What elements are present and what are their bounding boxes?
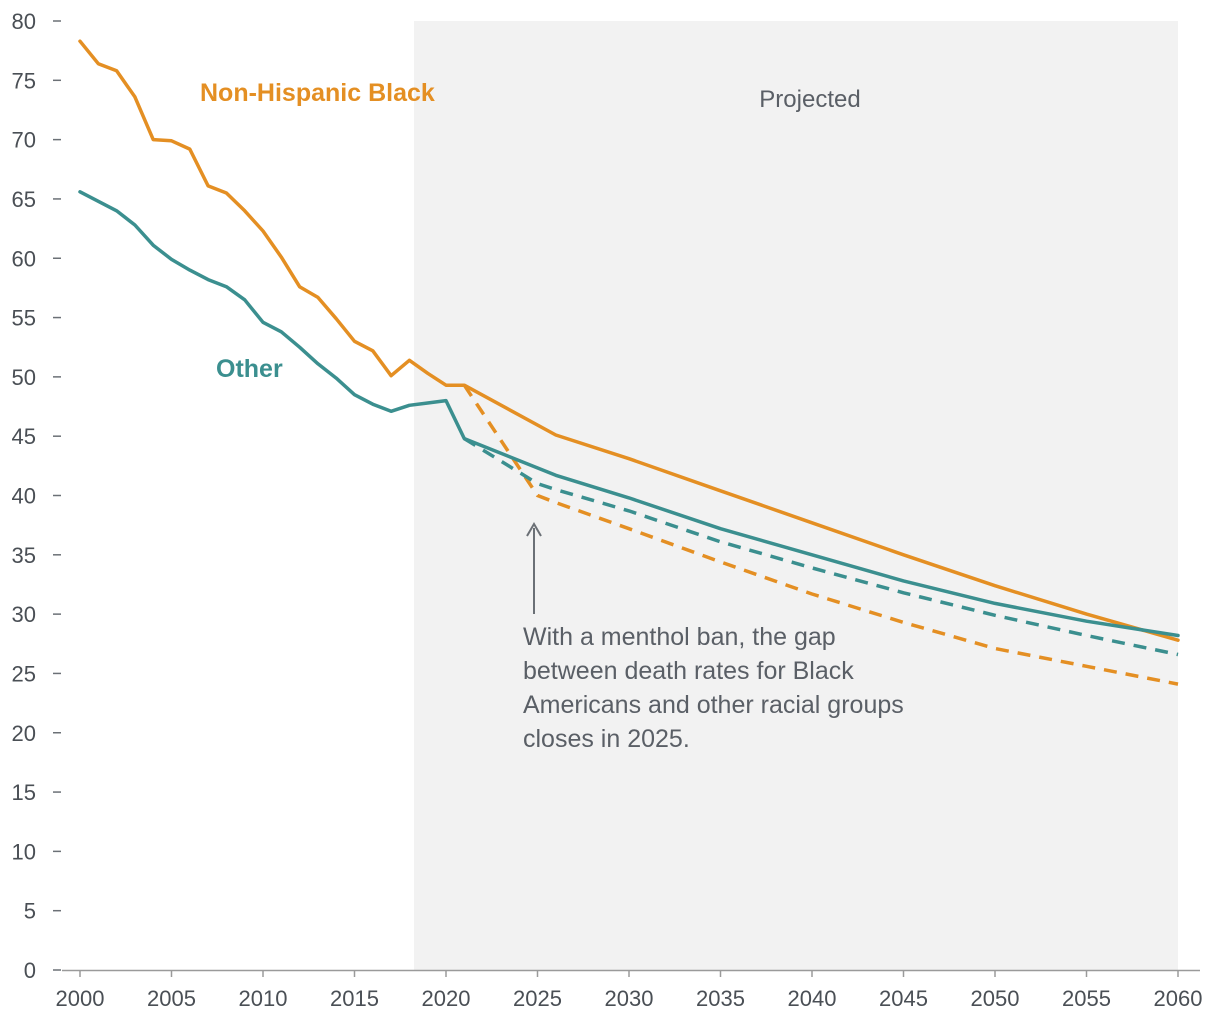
series-line-non-hispanic-black: [78, 39, 1180, 642]
x-tick-label: 2005: [147, 986, 196, 1011]
y-tick-label: 75: [12, 68, 36, 93]
series-line-other-menthol-ban: [463, 437, 1179, 657]
annotation-line-2: between death rates for Black: [523, 657, 854, 685]
x-tick-label: 2045: [879, 986, 928, 1011]
series-label-other: Other: [216, 355, 283, 383]
x-tick-label: 2000: [56, 986, 105, 1011]
y-tick-label: 60: [12, 246, 36, 271]
y-tick-label: 80: [12, 9, 36, 34]
y-tick-label: 50: [12, 365, 36, 390]
x-tick-label: 2060: [1154, 986, 1203, 1011]
y-tick-label: 10: [12, 839, 36, 864]
y-tick-label: 0: [24, 958, 36, 983]
y-tick-label: 30: [12, 602, 36, 627]
y-tick-label: 40: [12, 484, 36, 509]
x-tick-label: 2030: [605, 986, 654, 1011]
y-tick-label: 45: [12, 424, 36, 449]
y-tick-label: 35: [12, 543, 36, 568]
projected-region-label: Projected: [759, 86, 860, 113]
y-tick-label: 20: [12, 721, 36, 746]
y-tick-label: 5: [24, 899, 36, 924]
annotation-line-4: closes in 2025.: [523, 725, 690, 753]
annotation-line-1: With a menthol ban, the gap: [523, 623, 836, 651]
y-tick-label: 25: [12, 661, 36, 686]
x-tick-label: 2015: [330, 986, 379, 1011]
series-label-non-hispanic-black: Non-Hispanic Black: [200, 79, 435, 107]
series-line-non-hispanic-black-menthol-ban: [462, 384, 1179, 686]
y-tick-label: 15: [12, 780, 36, 805]
x-tick-label: 2025: [513, 986, 562, 1011]
series-line-other: [78, 190, 1180, 638]
x-tick-label: 2040: [788, 986, 837, 1011]
x-tick-label: 2020: [422, 986, 471, 1011]
x-tick-label: 2050: [971, 986, 1020, 1011]
x-tick-label: 2035: [696, 986, 745, 1011]
x-tick-label: 2010: [239, 986, 288, 1011]
y-tick-label: 65: [12, 187, 36, 212]
projected-region: [414, 21, 1178, 970]
y-tick-label: 55: [12, 306, 36, 331]
y-tick-label: 70: [12, 128, 36, 153]
x-tick-label: 2055: [1062, 986, 1111, 1011]
annotation-line-3: Americans and other racial groups: [523, 691, 904, 719]
annotation-arrow-head: [526, 522, 542, 537]
